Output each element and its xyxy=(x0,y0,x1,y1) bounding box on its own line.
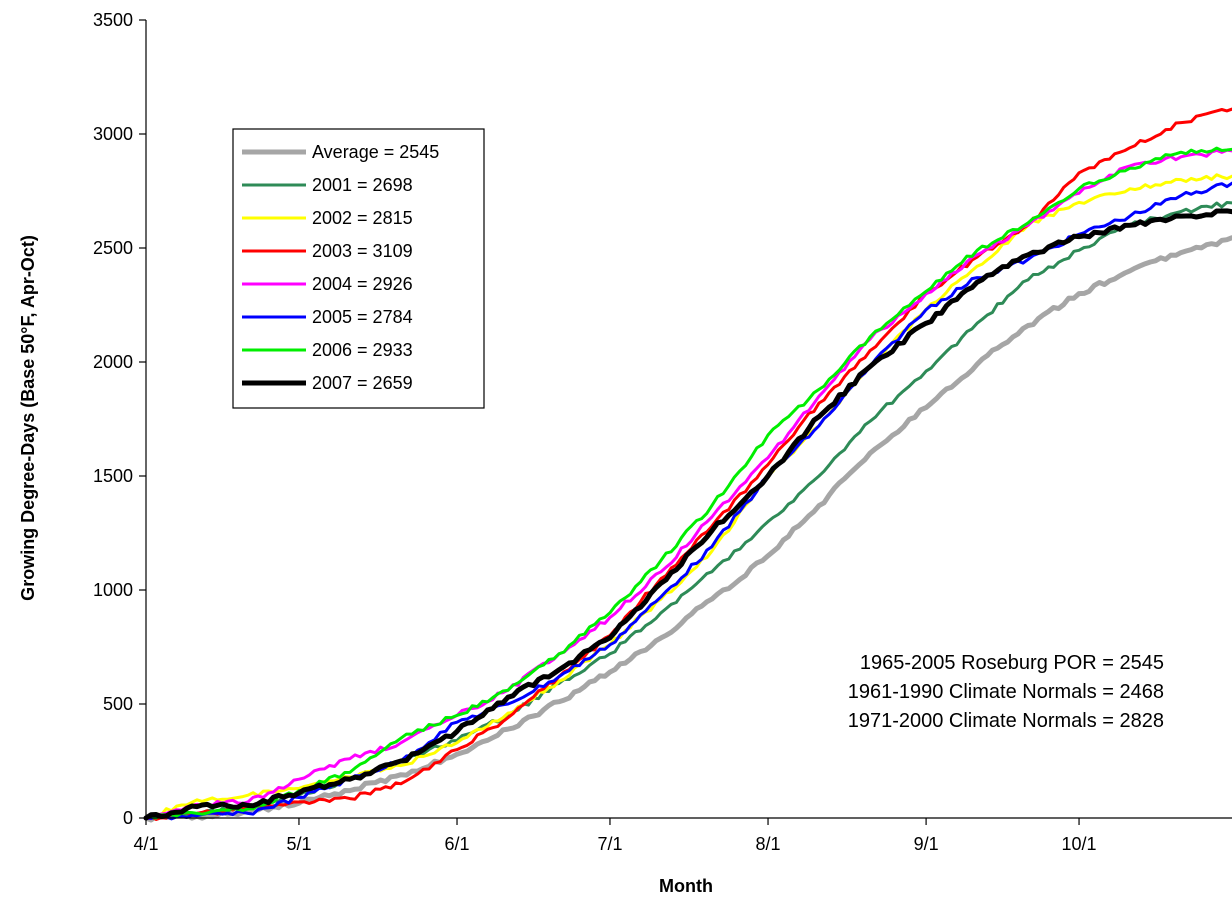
x-tick-label: 8/1 xyxy=(756,834,781,854)
y-tick-label: 2000 xyxy=(93,352,133,372)
y-tick-label: 3500 xyxy=(93,10,133,30)
legend-label: 2005 = 2784 xyxy=(312,307,413,327)
y-tick-label: 2500 xyxy=(93,238,133,258)
y-tick-label: 0 xyxy=(123,808,133,828)
x-tick-label: 4/1 xyxy=(133,834,158,854)
x-ticks: 4/1 5/1 6/1 7/1 8/1 9/1 10/1 xyxy=(133,818,1097,854)
x-tick-label: 10/1 xyxy=(1062,834,1097,854)
legend-label: Average = 2545 xyxy=(312,142,439,162)
y-tick-label: 500 xyxy=(103,694,133,714)
legend: Average = 2545 2001 = 2698 2002 = 2815 2003… xyxy=(232,128,485,409)
series-line-4 xyxy=(144,148,1232,821)
legend-label: 2007 = 2659 xyxy=(312,373,413,393)
x-tick-label: 5/1 xyxy=(286,834,311,854)
x-tick-label: 7/1 xyxy=(597,834,622,854)
y-tick-label: 1500 xyxy=(93,466,133,486)
y-tick-label: 1000 xyxy=(93,580,133,600)
annotation-normals-1971: 1971-2000 Climate Normals = 2828 xyxy=(848,710,1164,732)
legend-label: 2004 = 2926 xyxy=(312,274,413,294)
annotation-por: 1965-2005 Roseburg POR = 2545 xyxy=(860,652,1164,674)
series-line-6 xyxy=(144,146,1232,820)
x-axis-title: Month xyxy=(659,876,713,896)
x-tick-label: 6/1 xyxy=(444,834,469,854)
annotations: 1965-2005 Roseburg POR = 2545 1961-1990 … xyxy=(848,652,1164,732)
x-tick-label: 9/1 xyxy=(914,834,939,854)
legend-box xyxy=(232,128,485,409)
legend-label: 2006 = 2933 xyxy=(312,340,413,360)
y-ticks: 0 500 1000 1500 2000 2500 3000 3500 xyxy=(93,10,146,828)
y-axis-title: Growing Degree-Days (Base 50°F, Apr-Oct) xyxy=(18,235,38,601)
annotation-normals-1961: 1961-1990 Climate Normals = 2468 xyxy=(848,681,1164,703)
series-line-0 xyxy=(143,235,1232,823)
legend-label: 2003 = 3109 xyxy=(312,241,413,261)
legend-label: 2001 = 2698 xyxy=(312,175,413,195)
y-tick-label: 3000 xyxy=(93,124,133,144)
series-line-7 xyxy=(143,208,1232,821)
legend-items: Average = 2545 2001 = 2698 2002 = 2815 2003… xyxy=(242,142,439,393)
plot-lines xyxy=(143,107,1232,823)
legend-label: 2002 = 2815 xyxy=(312,208,413,228)
